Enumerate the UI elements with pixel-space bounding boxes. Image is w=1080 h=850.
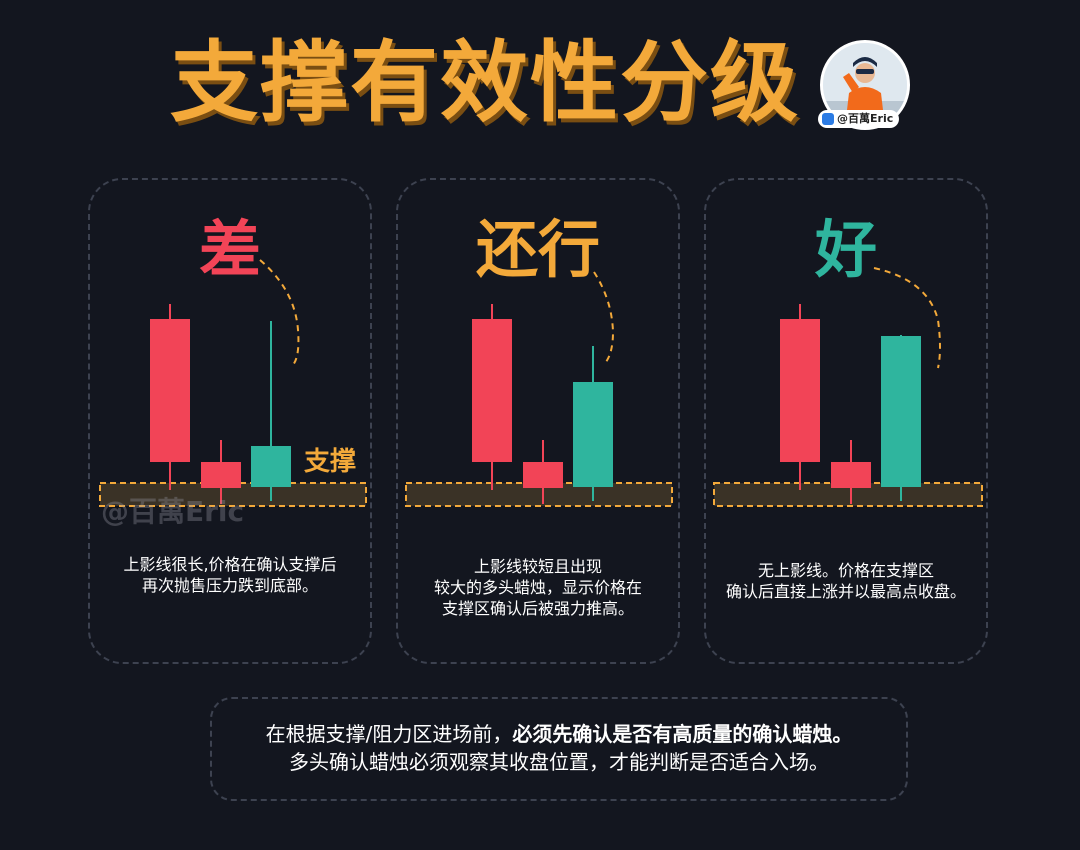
description-line: 较大的多头蜡烛，显示价格在 — [433, 578, 642, 597]
summary-note: 在根据支撑/阻力区进场前，必须先确认是否有高质量的确认蜡烛。 多头确认蜡烛必须观… — [210, 697, 908, 801]
description-line: 支撑区确认后被强力推高。 — [441, 599, 634, 618]
description-line: 上影线较短且出现 — [473, 557, 602, 576]
app-logo-icon — [822, 113, 834, 125]
bearish-candle — [150, 319, 190, 462]
description-line: 再次抛售压力跌到底部。 — [141, 576, 318, 595]
grade-description: 上影线较短且出现 较大的多头蜡烛，显示价格在 支撑区确认后被强力推高。 — [398, 556, 678, 619]
avatar-tag-text: @百萬Eric — [837, 112, 894, 125]
page-title: 支撑有效性分级 — [170, 31, 801, 134]
candlestick-illustration — [713, 267, 983, 507]
note-emphasis: 必须先确认是否有高质量的确认蜡烛。 — [512, 722, 853, 746]
bullish-candle — [251, 446, 291, 487]
grade-card-ok: 还行 上影线较短且出现 较大的多头蜡烛，显示价格在 支撑区确认后被强力推高。 — [396, 178, 680, 664]
grade-card-poor: 差 上影线很长,价格在确认支撑后 再次抛售压力跌到底部。 — [88, 178, 372, 664]
candlestick-illustration — [99, 259, 367, 507]
bearish-candle — [201, 462, 241, 488]
grade-description: 上影线很长,价格在确认支撑后 再次抛售压力跌到底部。 — [90, 554, 370, 596]
bearish-candle — [780, 319, 820, 462]
note-line-2: 多头确认蜡烛必须观察其收盘位置，才能判断是否适合入场。 — [289, 750, 829, 774]
watermark: @百萬Eric — [101, 495, 245, 528]
callout-curve — [259, 259, 300, 366]
callout-curve — [593, 271, 615, 363]
avatar-tag: @百萬Eric — [818, 110, 900, 128]
bullish-candle — [573, 382, 613, 487]
bearish-candle — [831, 462, 871, 488]
grade-card-good: 好 无上影线。价格在支撑区 确认后直接上涨并以最高点收盘。 — [704, 178, 988, 664]
description-line: 无上影线。价格在支撑区 — [757, 561, 934, 580]
bearish-candle — [523, 462, 563, 488]
bearish-candle — [472, 319, 512, 462]
grade-description: 无上影线。价格在支撑区 确认后直接上涨并以最高点收盘。 — [706, 560, 986, 602]
candlestick-illustration — [405, 271, 673, 507]
grade-label: 还行 — [475, 213, 600, 286]
support-label: 支撑 — [304, 447, 357, 477]
description-line: 上影线很长,价格在确认支撑后 — [123, 555, 337, 574]
grade-label: 差 — [198, 213, 261, 286]
callout-curve — [873, 267, 941, 369]
note-text: 在根据支撑/阻力区进场前， — [265, 722, 513, 746]
description-line: 确认后直接上涨并以最高点收盘。 — [725, 582, 966, 601]
grade-label: 好 — [814, 213, 877, 286]
bullish-candle — [881, 336, 921, 487]
note-line-1: 在根据支撑/阻力区进场前，必须先确认是否有高质量的确认蜡烛。 — [212, 720, 906, 748]
